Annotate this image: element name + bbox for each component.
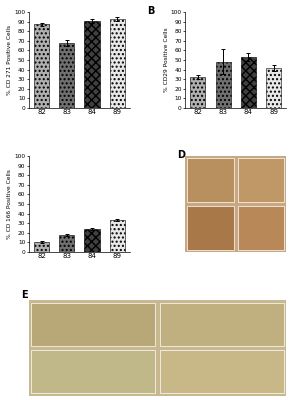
Y-axis label: % CD 166 Positive Cells: % CD 166 Positive Cells (7, 169, 12, 239)
Bar (110, 220, 125, 252)
Bar (238, 206, 284, 250)
Text: D: D (177, 150, 185, 160)
Text: E: E (21, 290, 28, 300)
Bar (34, 24, 49, 108)
Bar (187, 158, 234, 202)
Y-axis label: % CD 271 Positive Cells: % CD 271 Positive Cells (7, 25, 12, 95)
Bar (32, 350, 155, 393)
Bar (59, 43, 74, 108)
Bar (59, 235, 74, 252)
Bar (160, 303, 284, 346)
Bar (187, 206, 234, 250)
Bar (84, 21, 99, 108)
Bar (190, 77, 205, 108)
Bar (110, 19, 125, 108)
Bar (84, 229, 99, 252)
Text: B: B (147, 6, 154, 16)
Bar (266, 68, 281, 108)
Y-axis label: % CD29 Positive Cells: % CD29 Positive Cells (164, 28, 168, 92)
Bar (238, 158, 284, 202)
Bar (160, 350, 284, 393)
Bar (241, 57, 256, 108)
Bar (34, 242, 49, 252)
Bar (216, 62, 231, 108)
Bar (32, 303, 155, 346)
